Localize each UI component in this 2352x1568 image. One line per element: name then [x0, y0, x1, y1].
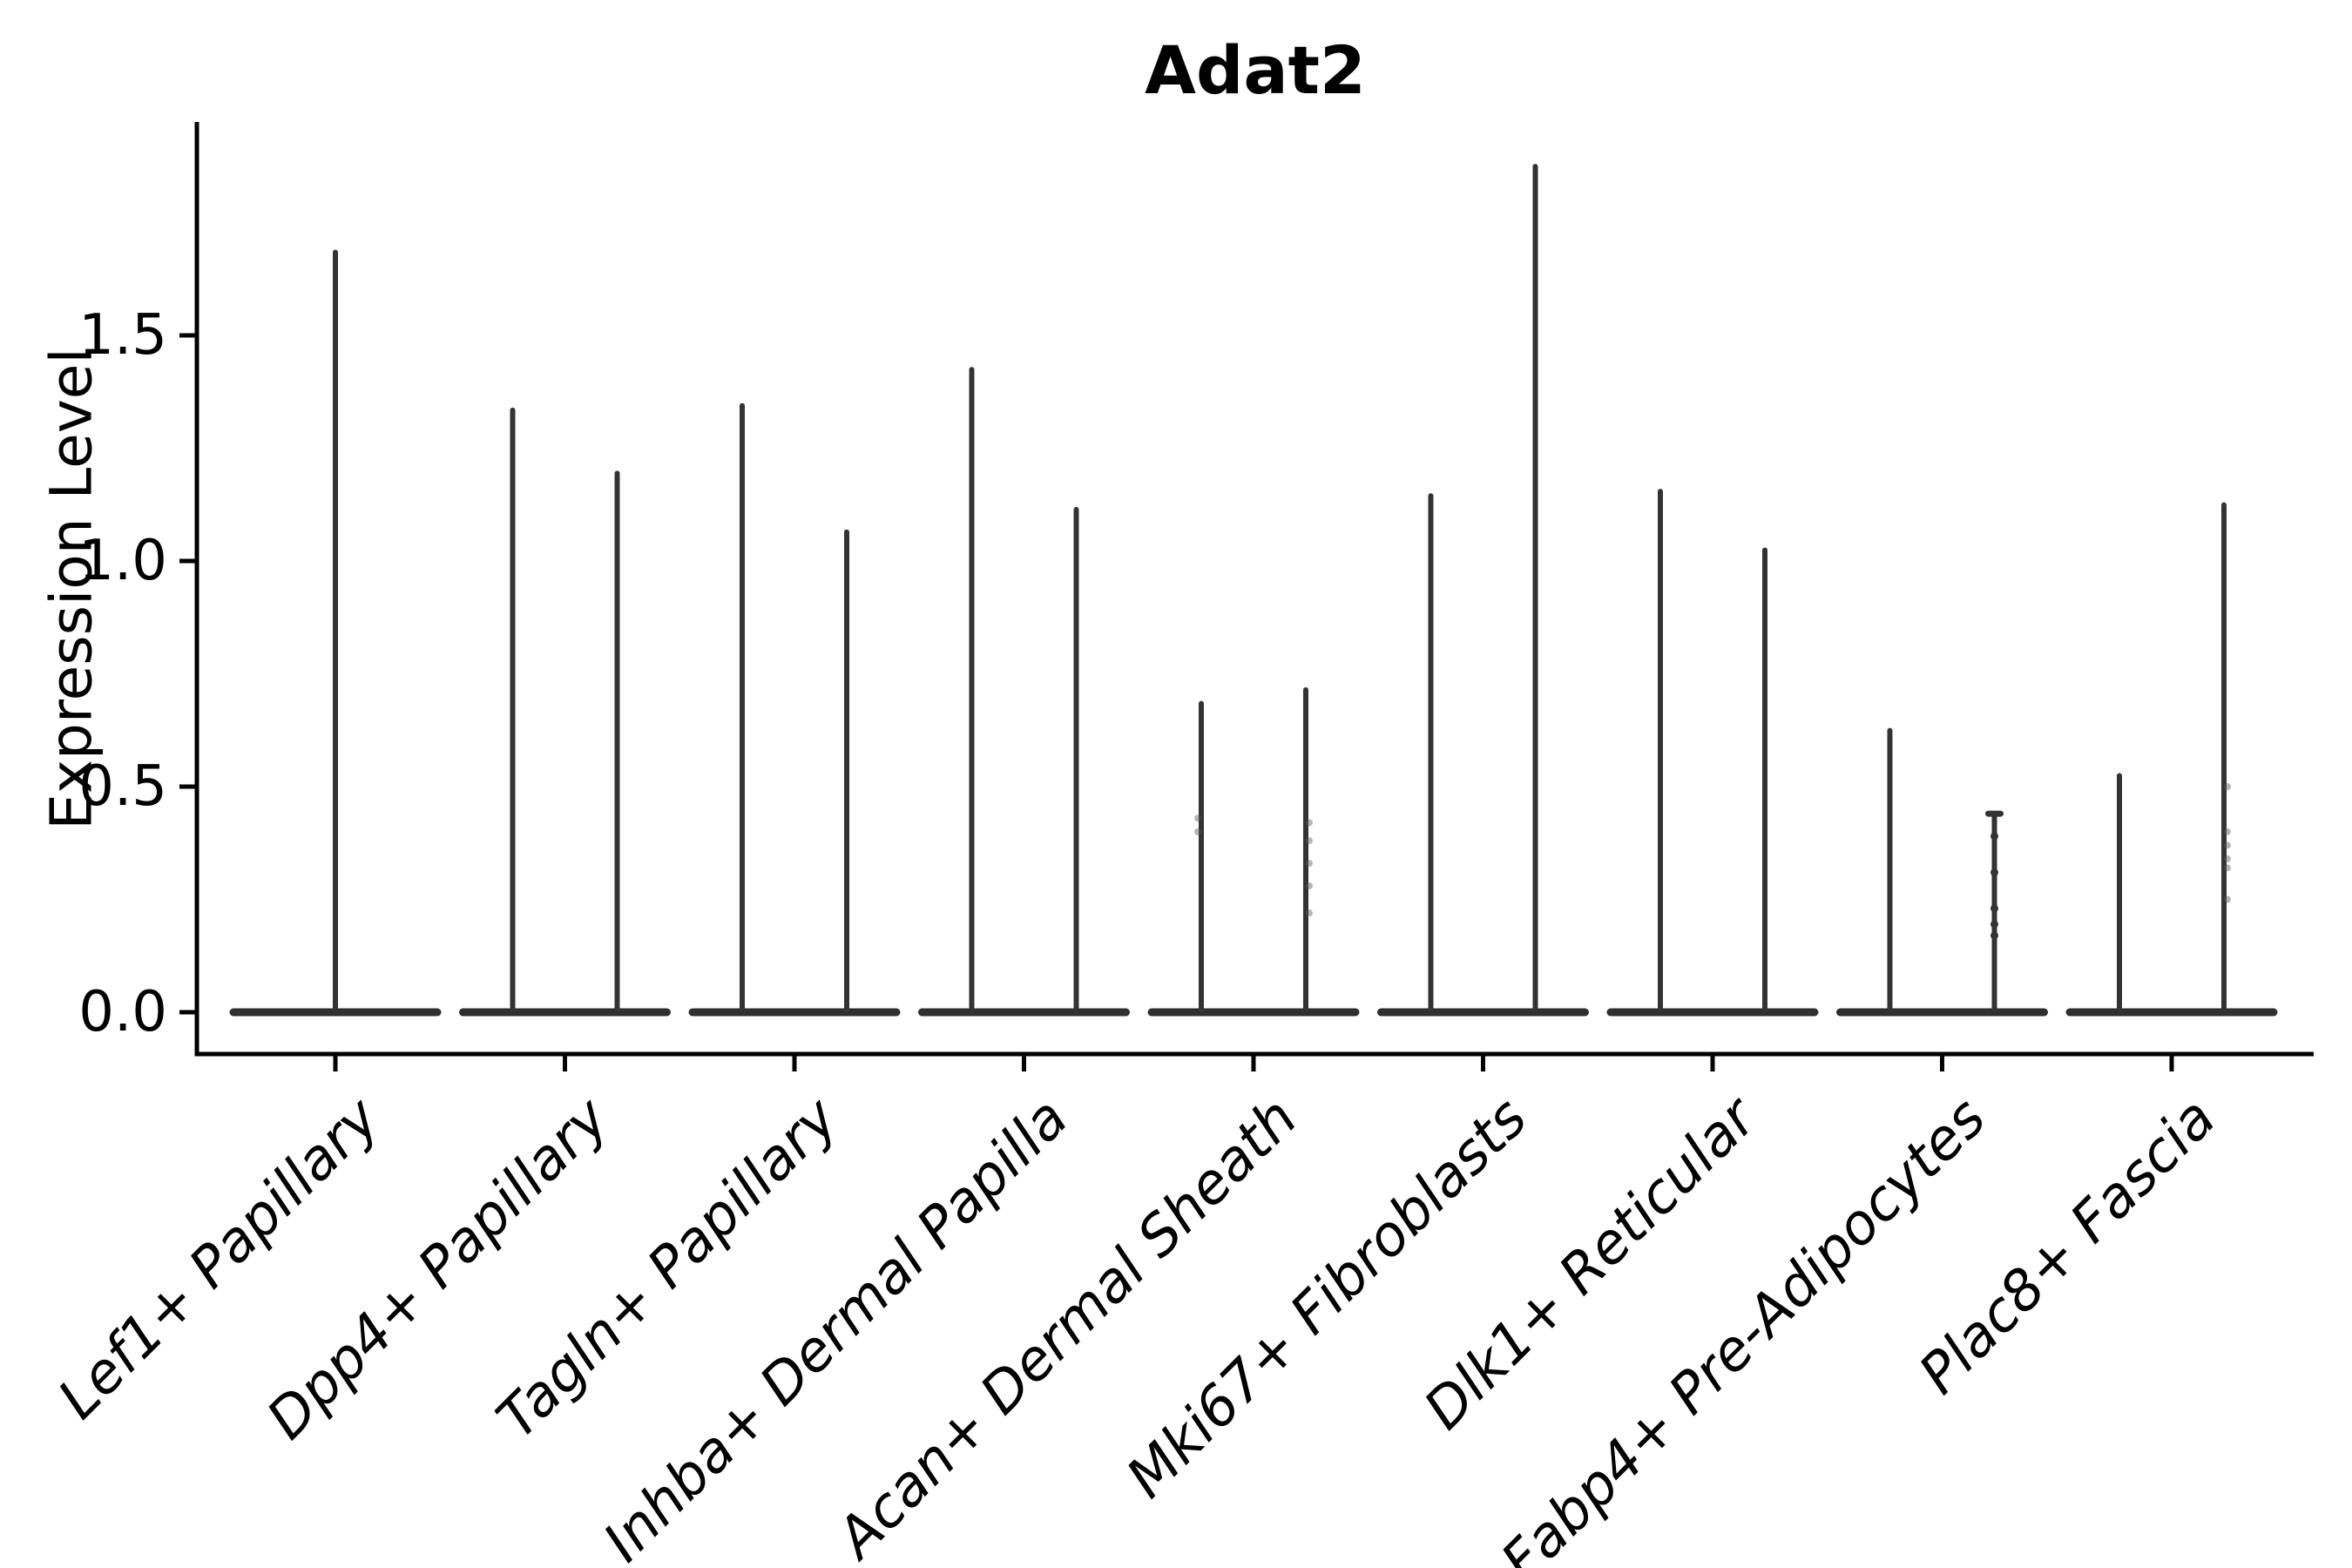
expression-point	[1990, 931, 1998, 940]
axis-spines	[194, 122, 2314, 1057]
expression-point	[1990, 920, 1998, 929]
expression-point-faint	[1194, 828, 1201, 835]
expression-point-faint	[2224, 828, 2231, 835]
expression-point	[1990, 832, 1998, 841]
expression-point-faint	[1306, 882, 1313, 889]
expression-point-faint	[1194, 814, 1201, 822]
y-tick-label-3: 1.5	[78, 303, 167, 368]
expression-point-faint	[2224, 841, 2231, 849]
expression-point	[1990, 904, 1998, 913]
expression-point-faint	[1306, 860, 1313, 868]
y-tick-label-0: 0.0	[78, 980, 167, 1044]
expression-point	[1990, 868, 1998, 876]
expression-point-faint	[1306, 819, 1313, 827]
expression-point-faint	[1306, 837, 1313, 845]
y-tick-label-2: 1.0	[78, 529, 167, 593]
expression-point-faint	[2224, 783, 2231, 790]
expression-point-faint	[2224, 855, 2231, 862]
y-tick-label-1: 0.5	[78, 754, 167, 819]
expression-point-faint	[2224, 864, 2231, 872]
plot-title: Adat2	[1145, 31, 1366, 109]
expression-point-faint	[2224, 896, 2231, 903]
expression-point-faint	[1306, 909, 1313, 917]
